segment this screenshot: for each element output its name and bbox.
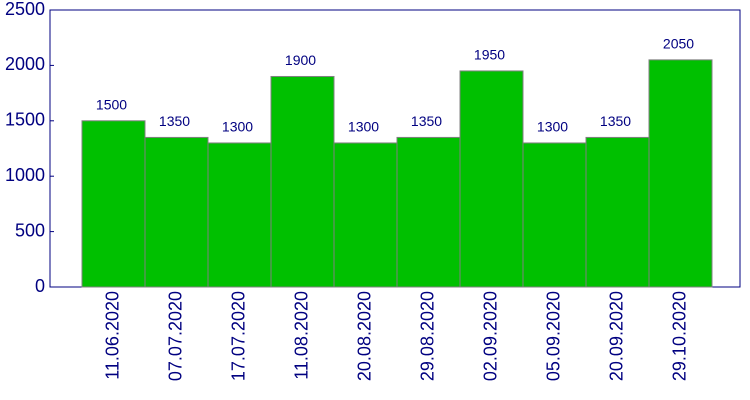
value-label: 1900	[285, 52, 316, 68]
bar	[144, 136, 209, 288]
x-tick-label: 02.09.2020	[480, 291, 500, 381]
y-tick-label: 2000	[5, 54, 45, 74]
x-tick-label: 17.07.2020	[228, 291, 248, 381]
x-tick-label: 29.08.2020	[417, 291, 437, 381]
x-tick-label: 11.08.2020	[291, 291, 311, 380]
y-tick-label: 0	[35, 276, 45, 296]
bar	[459, 70, 524, 288]
value-label: 1350	[159, 113, 190, 129]
value-label: 1300	[222, 119, 253, 135]
bar	[333, 142, 398, 288]
value-label: 1350	[411, 113, 442, 129]
value-label: 1950	[474, 47, 505, 63]
x-tick-label: 05.09.2020	[543, 291, 563, 381]
y-tick-label: 1500	[5, 110, 45, 130]
value-label: 1350	[600, 113, 631, 129]
bar	[396, 136, 461, 288]
y-tick-label: 2500	[5, 0, 45, 19]
x-tick-label: 29.10.2020	[669, 291, 689, 381]
x-tick-label: 07.07.2020	[165, 291, 185, 381]
value-label: 1300	[348, 119, 379, 135]
bar	[270, 75, 335, 288]
value-label: 1300	[537, 119, 568, 135]
bar	[207, 142, 272, 288]
bar	[585, 136, 650, 288]
value-label: 1500	[96, 97, 127, 113]
x-tick-label: 20.09.2020	[606, 291, 626, 381]
y-tick-label: 1000	[5, 165, 45, 185]
y-tick-label: 500	[15, 220, 45, 240]
bar	[81, 120, 146, 288]
x-tick-label: 20.08.2020	[354, 291, 374, 381]
bar	[648, 59, 713, 288]
x-tick-label: 11.06.2020	[102, 291, 122, 380]
value-label: 2050	[663, 36, 694, 52]
bar	[522, 142, 587, 288]
